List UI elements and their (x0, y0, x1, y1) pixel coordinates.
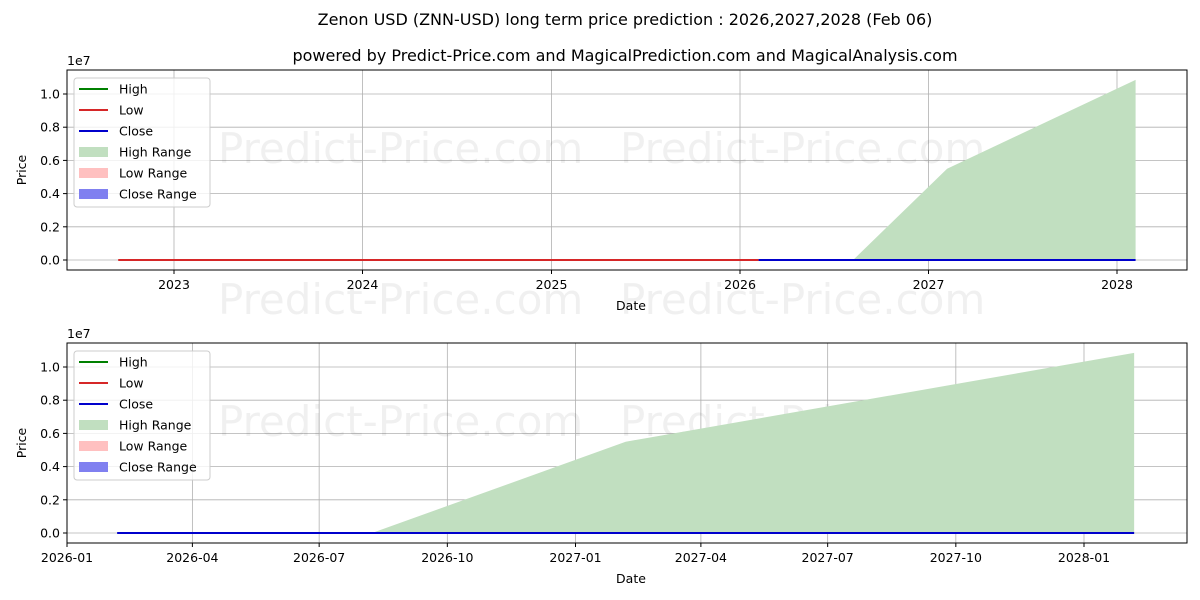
legend: High Low Close High Range Low Range Close Ran… (73, 350, 211, 481)
svg-text:2028-01: 2028-01 (1058, 550, 1110, 565)
svg-text:2025: 2025 (536, 277, 568, 292)
svg-text:Predict-Price.com: Predict-Price.com (218, 275, 583, 324)
legend-item-close-range: Close Range (79, 187, 197, 202)
svg-text:Low Range: Low Range (119, 166, 188, 181)
svg-text:2024: 2024 (347, 277, 379, 292)
high-range-area (853, 79, 1136, 260)
svg-text:2026-01: 2026-01 (41, 550, 93, 565)
axes-frame (66, 342, 1188, 544)
legend-item-low: Low (79, 103, 144, 118)
axes-frame (66, 69, 1188, 271)
svg-text:2026-10: 2026-10 (421, 550, 473, 565)
legend-item-high: High (79, 355, 148, 370)
svg-text:0.0: 0.0 (40, 253, 60, 268)
svg-text:2027-04: 2027-04 (675, 550, 727, 565)
legend-item-high-range: High Range (79, 145, 192, 160)
svg-text:0.8: 0.8 (40, 393, 60, 408)
svg-text:0.0: 0.0 (40, 526, 60, 541)
svg-text:0.8: 0.8 (40, 120, 60, 135)
svg-text:2027-01: 2027-01 (549, 550, 601, 565)
svg-text:0.2: 0.2 (40, 219, 60, 234)
svg-text:0.6: 0.6 (40, 153, 60, 168)
svg-text:1.0: 1.0 (40, 360, 60, 375)
svg-text:2023: 2023 (158, 277, 190, 292)
x-axis-label: Date (616, 571, 646, 586)
svg-text:2027-07: 2027-07 (802, 550, 854, 565)
y-scale-label: 1e7 (67, 53, 91, 68)
svg-text:0.4: 0.4 (40, 459, 60, 474)
plot-panel-2: Predict-Price.comPredict-Price.com2026-0… (14, 326, 1188, 586)
high-range-area (372, 352, 1135, 533)
legend-item-high: High (79, 82, 148, 97)
chart-subtitle: powered by Predict-Price.com and Magical… (292, 46, 958, 65)
svg-text:Close: Close (119, 124, 153, 139)
svg-text:2028: 2028 (1101, 277, 1133, 292)
legend-item-close: Close (79, 124, 153, 139)
y-scale-label: 1e7 (67, 326, 91, 341)
svg-text:2027-10: 2027-10 (930, 550, 982, 565)
legend-item-close-range: Close Range (79, 460, 197, 475)
svg-text:Low: Low (119, 103, 144, 118)
y-axis-ticks: 0.0 0.2 0.4 0.6 0.8 1.0 (40, 360, 67, 541)
svg-text:High Range: High Range (119, 145, 192, 160)
svg-text:High: High (119, 82, 148, 97)
svg-text:Close: Close (119, 397, 153, 412)
legend-item-close: Close (79, 397, 153, 412)
svg-text:2026: 2026 (724, 277, 756, 292)
svg-text:Close Range: Close Range (119, 460, 197, 475)
svg-text:2027: 2027 (913, 277, 945, 292)
legend-item-low-range: Low Range (79, 166, 188, 181)
svg-text:0.4: 0.4 (40, 186, 60, 201)
svg-text:0.2: 0.2 (40, 492, 60, 507)
svg-text:Predict-Price.com: Predict-Price.com (218, 397, 583, 446)
svg-text:1.0: 1.0 (40, 87, 60, 102)
y-axis-ticks: 0.0 0.2 0.4 0.6 0.8 1.0 (40, 87, 67, 268)
legend-item-low-range: Low Range (79, 439, 188, 454)
svg-text:0.6: 0.6 (40, 426, 60, 441)
chart-title: Zenon USD (ZNN-USD) long term price pred… (317, 10, 933, 29)
legend-item-high-range: High Range (79, 418, 192, 433)
svg-text:Predict-Price.com: Predict-Price.com (620, 275, 985, 324)
svg-text:Low: Low (119, 376, 144, 391)
y-axis-label: Price (14, 154, 29, 185)
y-axis-label: Price (14, 427, 29, 458)
svg-text:Predict-Price.com: Predict-Price.com (218, 124, 583, 173)
plot-panel-1: Predict-Price.com Predict-Price.com Predic… (14, 53, 1188, 324)
x-axis-ticks: 2023 2024 2025 2026 2027 2028 (158, 270, 1133, 292)
svg-text:High Range: High Range (119, 418, 192, 433)
svg-text:2026-07: 2026-07 (293, 550, 345, 565)
svg-text:Predict-Price.com: Predict-Price.com (620, 124, 985, 173)
svg-text:Close Range: Close Range (119, 187, 197, 202)
legend: High Low Close High Range Low Range Close Ran… (73, 77, 211, 208)
svg-text:2026-04: 2026-04 (166, 550, 218, 565)
legend-item-low: Low (79, 376, 144, 391)
watermark: Predict-Price.com Predict-Price.com Predic… (218, 124, 985, 324)
svg-text:Low Range: Low Range (119, 439, 188, 454)
x-axis-ticks: 2026-01 2026-04 2026-07 2026-10 2027-01 2027-… (41, 543, 1110, 565)
x-axis-label: Date (616, 298, 646, 313)
svg-text:High: High (119, 355, 148, 370)
